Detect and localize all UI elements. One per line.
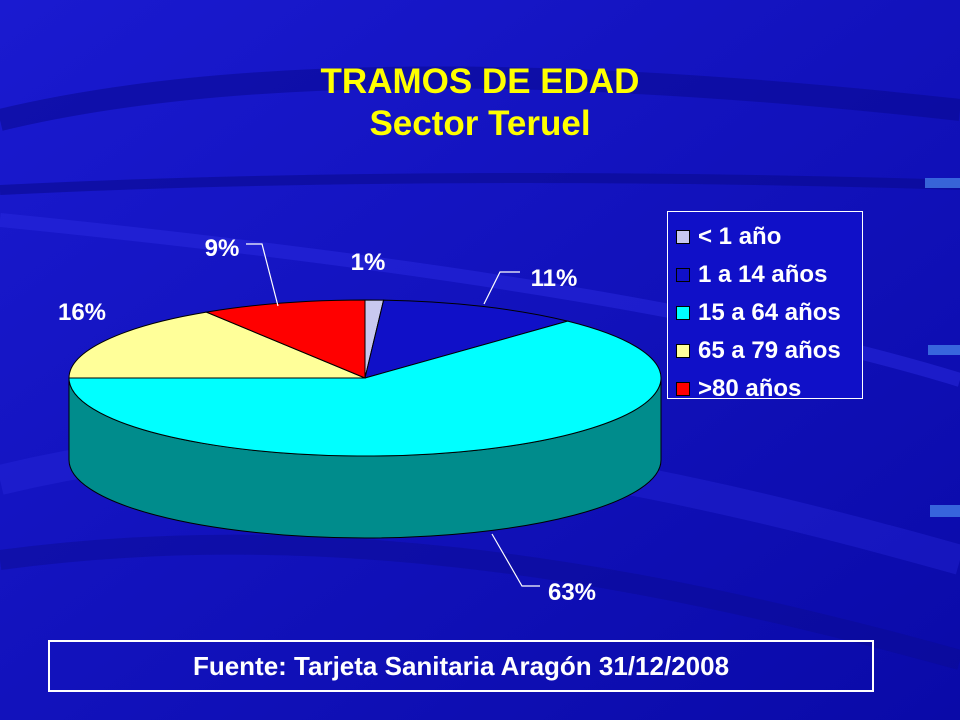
legend-item-4: >80 años bbox=[676, 370, 862, 408]
legend-swatch-1 bbox=[676, 268, 690, 282]
legend-swatch-4 bbox=[676, 382, 690, 396]
legend-label-0: < 1 año bbox=[698, 223, 782, 250]
legend-label-3: 65 a 79 años bbox=[698, 337, 841, 364]
legend-label-4: >80 años bbox=[698, 375, 802, 402]
data-label-2: 63% bbox=[548, 579, 596, 606]
legend-item-2: 15 a 64 años bbox=[676, 294, 862, 332]
pie-slice-4 bbox=[204, 299, 366, 379]
legend-swatch-0 bbox=[676, 230, 690, 244]
data-label-0: 1% bbox=[351, 249, 386, 276]
leader-line-2 bbox=[491, 533, 540, 587]
leader-line-1 bbox=[483, 271, 520, 305]
legend-label-2: 15 a 64 años bbox=[698, 299, 841, 326]
data-label-1: 11% bbox=[531, 265, 578, 292]
chart-title: TRAMOS DE EDAD bbox=[320, 62, 640, 101]
legend-item-3: 65 a 79 años bbox=[676, 332, 862, 370]
leader-line-4 bbox=[246, 243, 279, 307]
pie-slice-1 bbox=[364, 299, 570, 379]
chart-legend: < 1 año 1 a 14 años 15 a 64 años 65 a 79 añ… bbox=[667, 211, 863, 402]
title-block: TRAMOS DE EDAD Sector Teruel bbox=[180, 62, 780, 146]
chart-subtitle: Sector Teruel bbox=[369, 104, 591, 143]
legend-item-1: 1 a 14 años bbox=[676, 256, 862, 294]
data-label-4: 9% bbox=[205, 235, 240, 262]
source-text: Fuente: Tarjeta Sanitaria Aragón 31/12/2… bbox=[192, 650, 730, 681]
data-label-3: 16% bbox=[58, 299, 106, 326]
legend-swatch-3 bbox=[676, 344, 690, 358]
legend-label-1: 1 a 14 años bbox=[698, 261, 828, 288]
legend-swatch-2 bbox=[676, 306, 690, 320]
pie-slice-2 bbox=[68, 320, 662, 457]
legend-item-0: < 1 año bbox=[676, 218, 862, 256]
source-box: Fuente: Tarjeta Sanitaria Aragón 31/12/2… bbox=[48, 640, 874, 692]
pie-slice-3 bbox=[68, 311, 366, 379]
